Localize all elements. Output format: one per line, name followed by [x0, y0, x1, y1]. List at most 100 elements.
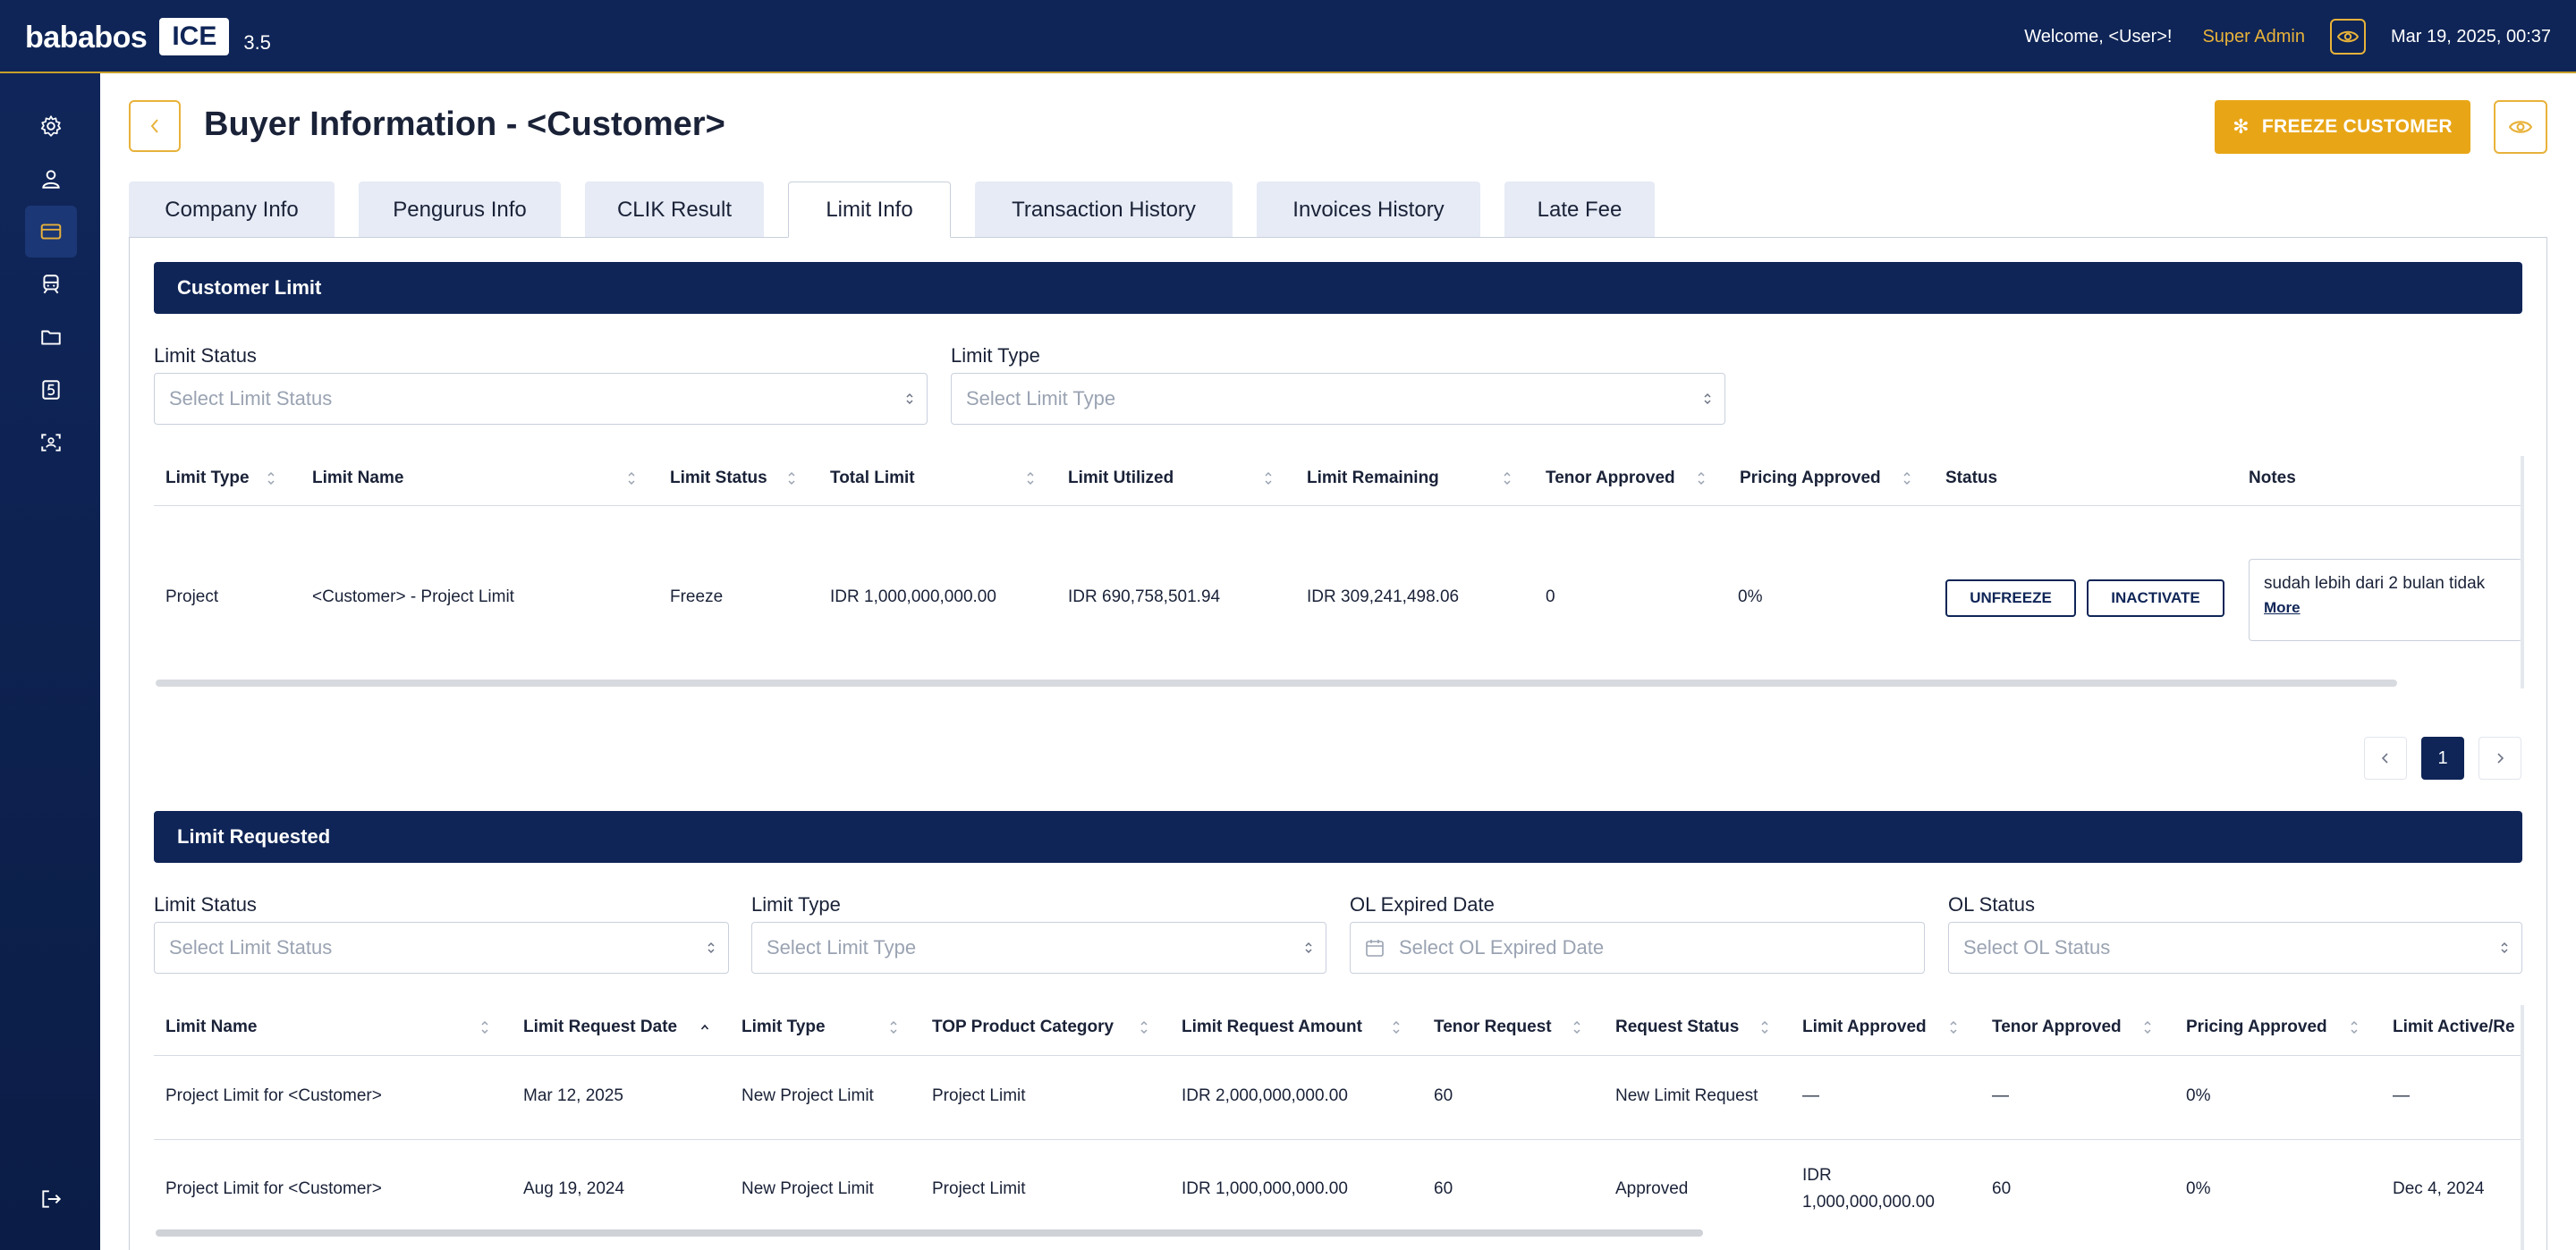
col-req-tenor-request[interactable]: Tenor Request	[1434, 1018, 1552, 1036]
sort-icon[interactable]	[1949, 1018, 1958, 1037]
table-row-divider	[154, 1139, 2522, 1140]
sidebar-item-logout[interactable]	[25, 1173, 77, 1225]
tab-company-info[interactable]: Company Info	[129, 182, 335, 237]
col-limit-type[interactable]: Limit Type	[165, 469, 250, 487]
snowflake-icon: ✻	[2233, 115, 2250, 138]
page-button-1[interactable]: 1	[2421, 737, 2464, 780]
prev-page-button[interactable]	[2364, 737, 2407, 780]
col-limit-name[interactable]: Limit Name	[312, 469, 404, 487]
req-limit-type-select[interactable]: Select Limit Type	[751, 922, 1326, 974]
sort-icon[interactable]	[1392, 1018, 1401, 1037]
next-page-button[interactable]	[2479, 737, 2521, 780]
sort-icon[interactable]	[2350, 1018, 2359, 1037]
col-req-limit-type[interactable]: Limit Type	[741, 1018, 826, 1036]
sidebar-item-buyers[interactable]	[25, 206, 77, 258]
col-limit-remaining[interactable]: Limit Remaining	[1307, 469, 1439, 487]
sort-icon[interactable]	[1902, 469, 1911, 488]
sidebar	[0, 73, 100, 1250]
tab-clik-result[interactable]: CLIK Result	[585, 182, 764, 237]
col-tenor-approved[interactable]: Tenor Approved	[1546, 469, 1675, 487]
sort-icon[interactable]	[787, 469, 796, 488]
sort-icon[interactable]	[2143, 1018, 2152, 1037]
horizontal-scrollbar[interactable]	[156, 680, 2397, 687]
sort-icon[interactable]	[1503, 469, 1512, 488]
tab-invoices-history[interactable]: Invoices History	[1257, 182, 1480, 237]
tab-limit-info[interactable]: Limit Info	[788, 182, 951, 238]
col-pricing-approved[interactable]: Pricing Approved	[1740, 469, 1881, 487]
inactivate-button[interactable]: INACTIVATE	[2087, 579, 2224, 617]
product-badge: ICE	[159, 18, 230, 55]
horizontal-scrollbar[interactable]	[156, 1229, 1703, 1237]
sidebar-item-five[interactable]	[25, 364, 77, 416]
brand-name: bababos	[25, 21, 148, 55]
limit-type-select[interactable]: Select Limit Type	[951, 373, 1725, 425]
col-req-limit-active[interactable]: Limit Active/Re	[2393, 1018, 2515, 1036]
calendar-icon	[1366, 940, 1384, 957]
req-cell-limit-type: New Project Limit	[741, 1086, 874, 1105]
sort-icon[interactable]	[627, 469, 636, 488]
req-cell-request-date: Aug 19, 2024	[523, 1179, 625, 1198]
tab-panel	[129, 237, 2547, 1250]
tab-transaction-history[interactable]: Transaction History	[975, 182, 1233, 237]
notes-text: sudah lebih dari 2 bulan tidak	[2264, 574, 2486, 593]
scan-user-icon	[41, 434, 61, 452]
req-cell-limit-name: Project Limit for <Customer>	[165, 1179, 382, 1198]
col-req-tenor-approved[interactable]: Tenor Approved	[1992, 1018, 2122, 1036]
ol-expired-date-label: OL Expired Date	[1350, 893, 1495, 916]
limit-type-placeholder: Select Limit Type	[966, 387, 1116, 410]
col-req-request-status[interactable]: Request Status	[1615, 1018, 1740, 1036]
req-cell-limit-approved-currency: IDR	[1802, 1166, 1832, 1185]
req-limit-status-select[interactable]: Select Limit Status	[154, 922, 729, 974]
sort-icon[interactable]	[1026, 469, 1035, 488]
sort-icon[interactable]	[1264, 469, 1273, 488]
sort-icon[interactable]	[889, 1018, 898, 1037]
sidebar-item-scan[interactable]	[25, 417, 77, 469]
sort-asc-icon[interactable]	[700, 1018, 709, 1037]
req-limit-type-placeholder: Select Limit Type	[767, 936, 917, 959]
notes-more-link[interactable]: More	[2264, 599, 2301, 616]
eye-icon	[2336, 30, 2359, 43]
tab-pengurus-info[interactable]: Pengurus Info	[359, 182, 561, 237]
req-cell-request-date: Mar 12, 2025	[523, 1086, 623, 1105]
req-cell-limit-name: Project Limit for <Customer>	[165, 1086, 382, 1105]
ol-status-select[interactable]: Select OL Status	[1948, 922, 2522, 974]
col-limit-utilized[interactable]: Limit Utilized	[1068, 469, 1174, 487]
freeze-customer-button[interactable]: ✻ FREEZE CUSTOMER	[2215, 100, 2470, 154]
ol-expired-date-picker[interactable]: Select OL Expired Date	[1350, 922, 1925, 974]
tab-late-fee[interactable]: Late Fee	[1504, 182, 1655, 237]
limit-status-placeholder: Select Limit Status	[169, 387, 333, 410]
sort-icon[interactable]	[1572, 1018, 1581, 1037]
view-toggle-button[interactable]	[2329, 19, 2366, 55]
customer-limit-header: Customer Limit	[154, 262, 2522, 314]
freeze-customer-label: FREEZE CUSTOMER	[2261, 116, 2453, 137]
col-req-top-category[interactable]: TOP Product Category	[932, 1018, 1114, 1036]
req-cell-request-amount: IDR 2,000,000,000.00	[1182, 1086, 1348, 1105]
col-req-request-amount[interactable]: Limit Request Amount	[1182, 1018, 1362, 1036]
page-title: Buyer Information - <Customer>	[204, 106, 725, 143]
col-total-limit[interactable]: Total Limit	[830, 469, 915, 487]
back-button[interactable]	[129, 100, 181, 152]
sidebar-item-logistics[interactable]	[25, 258, 77, 310]
unfreeze-button[interactable]: UNFREEZE	[1945, 579, 2076, 617]
sort-icon[interactable]	[480, 1018, 489, 1037]
col-req-request-date[interactable]: Limit Request Date	[523, 1018, 678, 1036]
req-limit-type-label: Limit Type	[751, 893, 841, 916]
sidebar-item-documents[interactable]	[25, 311, 77, 363]
datetime-label: Mar 19, 2025, 00:37	[2390, 26, 2551, 46]
col-req-limit-approved[interactable]: Limit Approved	[1802, 1018, 1927, 1036]
sort-caret-icon	[1704, 393, 1711, 405]
sort-icon[interactable]	[1760, 1018, 1769, 1037]
sort-icon[interactable]	[267, 469, 275, 488]
sidebar-item-settings[interactable]	[25, 100, 77, 152]
cell-tenor-approved: 0	[1546, 587, 1555, 606]
col-req-pricing-approved[interactable]: Pricing Approved	[2186, 1018, 2327, 1036]
req-cell-limit-active: Dec 4, 2024	[2393, 1179, 2485, 1198]
req-limit-status-label: Limit Status	[154, 893, 257, 916]
sort-icon[interactable]	[1697, 469, 1706, 488]
sort-icon[interactable]	[1140, 1018, 1148, 1037]
preview-button[interactable]	[2494, 100, 2547, 154]
col-req-limit-name[interactable]: Limit Name	[165, 1018, 258, 1036]
limit-status-select[interactable]: Select Limit Status	[154, 373, 928, 425]
col-limit-status[interactable]: Limit Status	[670, 469, 767, 487]
sidebar-item-users[interactable]	[25, 153, 77, 205]
